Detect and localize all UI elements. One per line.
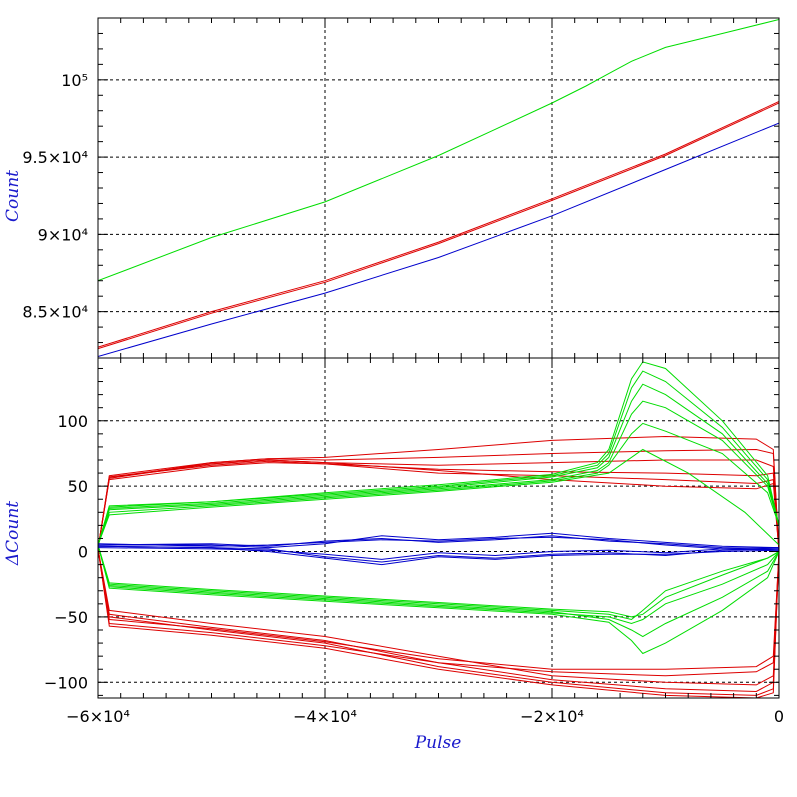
series-line-15 [98, 383, 779, 546]
series-line-22 [98, 544, 779, 655]
series-line-23 [98, 544, 779, 618]
bottom-y-axis-title: ΔCount [3, 501, 23, 566]
series-line-1 [98, 19, 779, 282]
series-line-2 [98, 448, 779, 552]
x-tick-label: 0 [774, 707, 784, 726]
series-line-11 [98, 548, 779, 698]
bottom-panel: −100 −50 0 50 100 −6×10⁴ −4×10⁴ −2×10⁴ 0 [44, 357, 784, 726]
series-line-24 [98, 535, 779, 550]
y-tick-label: 8.5×10⁴ [22, 303, 88, 322]
series-line-21 [98, 544, 779, 638]
series-line-2 [98, 101, 779, 348]
series-line-27 [98, 547, 779, 560]
y-tick-label: 100 [57, 412, 88, 431]
series-line-1 [98, 462, 779, 552]
y-tick-label: 10⁵ [61, 71, 88, 90]
series-group [98, 361, 779, 698]
series-line-17 [98, 422, 779, 546]
series-line-16 [98, 361, 779, 546]
y-tick-label: 0 [78, 543, 88, 562]
series-line-20 [98, 544, 779, 625]
series-line-28 [98, 536, 779, 550]
series-line-7 [98, 548, 779, 686]
x-tick-label: −2×10⁴ [520, 707, 584, 726]
series-line-10 [98, 548, 779, 677]
y-tick-label: −100 [44, 673, 88, 692]
y-tick-label: 50 [68, 477, 88, 496]
series-group [98, 19, 779, 357]
x-tick-label: −6×10⁴ [66, 707, 130, 726]
y-tick-label: −50 [54, 608, 88, 627]
x-axis-title: Pulse [414, 733, 462, 753]
top-panel: 8.5×10⁴ 9×10⁴ 9.5×10⁴ 10⁵ [22, 17, 780, 359]
series-line-25 [98, 545, 779, 563]
series-line-29 [98, 545, 779, 566]
top-y-axis-title: Count [3, 170, 23, 222]
y-tick-label: 9×10⁴ [38, 225, 88, 244]
series-line-4 [98, 460, 779, 552]
y-tick-label: 9.5×10⁴ [22, 148, 88, 167]
x-tick-label: −4×10⁴ [293, 707, 357, 726]
series-line-19 [98, 544, 779, 621]
series-line-12 [98, 548, 779, 670]
series-line-4 [98, 122, 779, 357]
series-line-9 [98, 548, 779, 696]
series-line-26 [98, 532, 779, 549]
series-line-6 [98, 459, 779, 552]
series-line-8 [98, 548, 779, 693]
series-line-18 [98, 448, 779, 546]
series-line-13 [98, 400, 779, 546]
series-line-3 [98, 102, 779, 350]
